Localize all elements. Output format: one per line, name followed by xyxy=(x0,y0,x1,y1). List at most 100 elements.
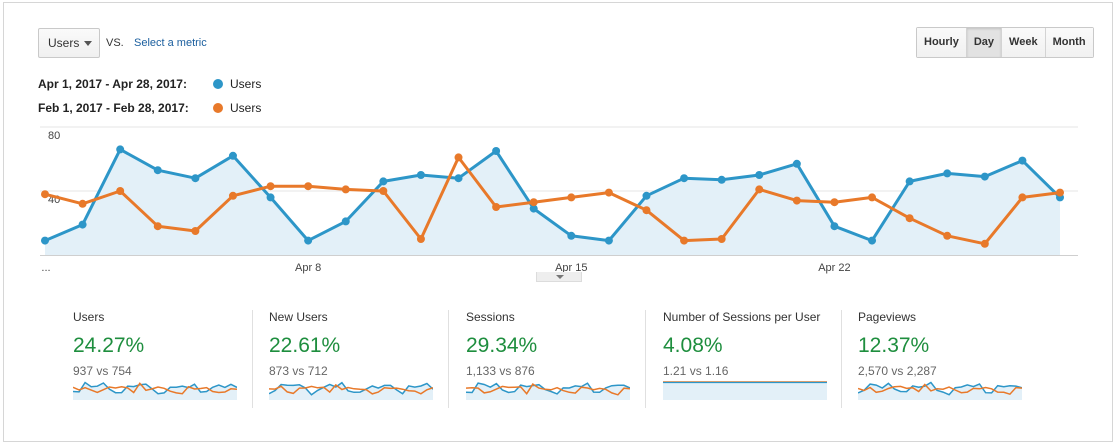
sparkline xyxy=(73,381,237,400)
data-point xyxy=(567,193,576,202)
legend-previous: Feb 1, 2017 - Feb 28, 2017: Users xyxy=(38,101,261,115)
data-point xyxy=(642,191,651,200)
scorecard-title: Users xyxy=(73,310,105,324)
data-point xyxy=(191,174,200,183)
series-area xyxy=(45,149,1060,255)
data-point xyxy=(680,236,689,245)
data-point xyxy=(228,191,237,200)
sparkline-area xyxy=(663,382,827,400)
data-point xyxy=(680,174,689,183)
data-point xyxy=(717,235,726,243)
data-point xyxy=(379,187,388,195)
data-point xyxy=(905,177,914,186)
x-tick-label: ... xyxy=(41,262,50,274)
legend-metric: Users xyxy=(230,77,262,91)
sparkline xyxy=(663,381,827,400)
data-point xyxy=(341,185,350,194)
data-point xyxy=(41,236,49,245)
data-point xyxy=(980,172,989,181)
granularity-toggle: Hourly Day Week Month xyxy=(916,27,1094,58)
legend-date-range: Feb 1, 2017 - Feb 28, 2017: xyxy=(38,101,189,115)
scorecard-pageviews[interactable]: Pageviews 12.37% 2,570 vs 2,287 xyxy=(858,308,1038,412)
data-point xyxy=(943,231,952,240)
divider xyxy=(448,310,449,408)
select-metric-link[interactable]: Select a metric xyxy=(134,37,207,49)
data-point xyxy=(78,220,87,229)
x-tick-label: Apr 8 xyxy=(295,262,321,274)
month-button[interactable]: Month xyxy=(1044,28,1093,57)
data-point xyxy=(642,206,651,215)
collapse-chart-toggle[interactable] xyxy=(536,272,582,282)
day-button[interactable]: Day xyxy=(965,28,1002,57)
scorecard-percent: 22.61% xyxy=(269,334,341,357)
vs-label: VS. xyxy=(106,37,124,49)
scorecard-users[interactable]: Users 24.27% 937 vs 754 xyxy=(73,308,253,412)
x-tick-label: Apr 15 xyxy=(555,262,587,274)
data-point xyxy=(116,145,125,154)
scorecard-percent: 12.37% xyxy=(858,334,930,357)
legend-dot-icon xyxy=(213,103,223,113)
data-point xyxy=(717,175,726,184)
data-point xyxy=(78,199,87,208)
data-point xyxy=(868,193,877,202)
data-point xyxy=(1018,156,1027,165)
caret-down-icon xyxy=(556,275,564,279)
data-point xyxy=(755,185,764,194)
data-point xyxy=(604,188,613,197)
data-point xyxy=(755,171,764,179)
scorecard-sessions-per-user[interactable]: Number of Sessions per User 4.08% 1.21 v… xyxy=(663,308,843,412)
legend-dot-icon xyxy=(213,79,223,89)
week-button[interactable]: Week xyxy=(1001,28,1045,57)
data-point xyxy=(191,227,200,235)
data-point xyxy=(792,196,801,205)
series-line xyxy=(44,155,1061,246)
data-point xyxy=(492,147,501,155)
scorecard-title: Pageviews xyxy=(858,310,917,324)
data-point xyxy=(529,198,538,207)
data-point xyxy=(153,222,162,231)
sparkline xyxy=(858,381,1022,400)
data-point xyxy=(943,169,952,178)
data-point xyxy=(153,166,162,175)
sparkline-line xyxy=(466,382,630,395)
legend-current: Apr 1, 2017 - Apr 28, 2017: Users xyxy=(38,77,261,91)
data-point xyxy=(604,236,613,245)
data-point xyxy=(341,217,350,226)
data-point xyxy=(116,187,125,195)
scorecard-sessions[interactable]: Sessions 29.34% 1,133 vs 876 xyxy=(466,308,646,412)
scorecard-comparison: 1.21 vs 1.16 xyxy=(663,364,729,378)
divider xyxy=(841,310,842,408)
scorecard-new-users[interactable]: New Users 22.61% 873 vs 712 xyxy=(269,308,449,412)
data-point xyxy=(868,236,877,245)
scorecard-comparison: 1,133 vs 876 xyxy=(466,364,535,378)
data-point xyxy=(980,239,989,248)
sparkline-line xyxy=(269,383,433,395)
scorecard-percent: 24.27% xyxy=(73,334,145,357)
data-point xyxy=(529,204,538,213)
scorecard-percent: 4.08% xyxy=(663,334,723,357)
scorecard-title: Number of Sessions per User xyxy=(663,310,821,324)
hourly-button[interactable]: Hourly xyxy=(917,28,966,57)
data-point xyxy=(492,203,501,211)
legend-date-range: Apr 1, 2017 - Apr 28, 2017: xyxy=(38,77,187,91)
data-point xyxy=(228,151,237,160)
scorecard-percent: 29.34% xyxy=(466,334,538,357)
metric-dropdown[interactable]: Users xyxy=(38,28,100,58)
metric-dropdown-label: Users xyxy=(48,36,80,50)
scorecard-title: Sessions xyxy=(466,310,515,324)
sparkline xyxy=(466,382,630,400)
data-point xyxy=(454,174,463,183)
scorecard-comparison: 873 vs 712 xyxy=(269,364,328,378)
sparkline-line xyxy=(858,381,1022,396)
sparkline-area xyxy=(466,383,630,400)
legend-metric: Users xyxy=(230,101,262,115)
data-point xyxy=(304,182,313,191)
data-point xyxy=(266,182,275,191)
data-point xyxy=(416,235,425,243)
data-point xyxy=(416,171,425,179)
sparkline-line xyxy=(73,382,237,395)
scorecard-comparison: 937 vs 754 xyxy=(73,364,132,378)
data-point xyxy=(41,190,49,199)
data-point xyxy=(1018,193,1027,202)
